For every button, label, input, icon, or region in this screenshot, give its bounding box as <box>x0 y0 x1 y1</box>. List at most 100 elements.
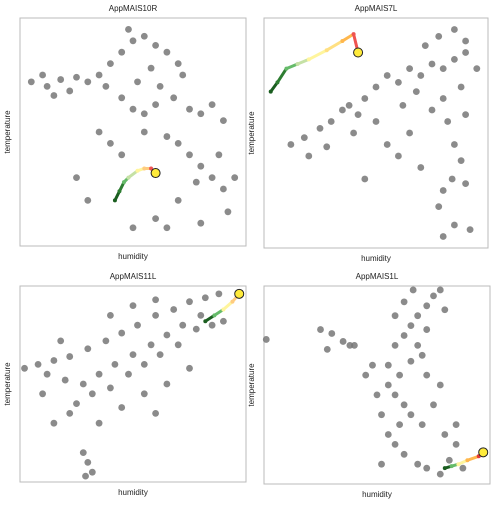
data-point <box>412 88 420 95</box>
data-point <box>409 286 417 294</box>
data-point <box>396 371 403 379</box>
data-point <box>372 118 380 125</box>
data-point <box>66 410 74 417</box>
data-point <box>170 94 178 102</box>
data-point <box>174 197 182 204</box>
data-point <box>118 94 126 102</box>
trail-point <box>284 66 289 71</box>
data-point <box>339 338 347 345</box>
data-point <box>423 302 431 310</box>
data-point <box>418 421 426 428</box>
data-point <box>107 60 114 67</box>
trail-point <box>324 48 329 53</box>
data-point <box>140 110 148 118</box>
data-point <box>428 106 436 114</box>
data-point <box>451 26 458 33</box>
trail-segment <box>284 62 300 71</box>
data-point <box>466 226 474 234</box>
data-point <box>66 353 74 360</box>
y-axis-label: temperature <box>247 363 256 407</box>
data-point <box>186 298 193 306</box>
data-point <box>34 361 42 368</box>
data-point <box>152 41 160 49</box>
data-point <box>21 364 28 372</box>
data-point <box>407 411 415 419</box>
data-point <box>406 129 413 137</box>
current-marker <box>150 168 161 179</box>
data-point <box>129 224 137 232</box>
data-point <box>134 78 141 86</box>
data-point <box>186 105 193 113</box>
data-point <box>423 326 431 333</box>
data-point <box>436 286 444 294</box>
data-point <box>118 329 126 337</box>
data-point <box>95 71 103 79</box>
trail-point <box>212 313 217 318</box>
data-point <box>231 174 239 182</box>
data-point <box>316 124 324 132</box>
data-point <box>129 302 137 309</box>
data-point <box>423 371 431 379</box>
data-point <box>152 410 160 417</box>
data-point <box>163 48 171 56</box>
data-point <box>125 370 132 378</box>
data-point <box>345 102 353 109</box>
data-point <box>215 151 223 159</box>
trail-point <box>117 189 122 194</box>
data-point <box>82 472 89 480</box>
data-point <box>118 404 126 411</box>
data-point <box>378 411 385 419</box>
trail-point <box>449 464 454 469</box>
data-point <box>197 110 205 118</box>
data-point <box>50 419 58 427</box>
data-point <box>400 332 408 339</box>
trail-segment <box>340 32 356 43</box>
data-point <box>197 312 205 319</box>
data-point <box>84 197 92 204</box>
data-point <box>414 342 422 349</box>
data-point <box>339 106 346 114</box>
data-point <box>436 470 444 478</box>
trail-point <box>121 180 126 185</box>
data-point <box>208 101 216 109</box>
chart-title: AppMAIS10R <box>109 4 158 13</box>
data-point <box>391 391 399 399</box>
data-point <box>84 459 92 466</box>
data-point <box>417 164 425 171</box>
data-point <box>107 312 114 319</box>
x-axis-label: humidity <box>118 252 148 261</box>
data-point <box>197 162 205 170</box>
data-point <box>152 215 160 223</box>
plot-frame <box>263 17 489 249</box>
data-point <box>421 42 429 49</box>
trail-segment <box>325 39 344 52</box>
data-point <box>414 460 422 468</box>
trail-point <box>203 319 208 324</box>
data-point <box>107 384 114 392</box>
data-point <box>50 92 58 99</box>
data-point <box>451 221 458 229</box>
data-point <box>406 65 413 72</box>
data-point <box>220 317 227 325</box>
data-point <box>430 292 437 300</box>
data-point <box>118 151 126 159</box>
data-point <box>134 321 141 329</box>
data-point <box>436 381 444 389</box>
data-point <box>73 400 80 407</box>
data-point <box>399 102 407 109</box>
data-point <box>473 65 481 72</box>
data-point <box>152 101 160 109</box>
data-point <box>462 180 469 188</box>
data-point <box>152 312 160 319</box>
data-point <box>351 342 358 349</box>
data-point <box>192 178 200 186</box>
data-point <box>147 64 155 72</box>
data-point <box>174 60 182 67</box>
data-point <box>361 175 369 183</box>
data-point <box>61 376 69 384</box>
data-point <box>163 380 171 388</box>
data-point <box>383 141 391 148</box>
data-point <box>79 449 87 456</box>
data-point <box>391 312 399 320</box>
